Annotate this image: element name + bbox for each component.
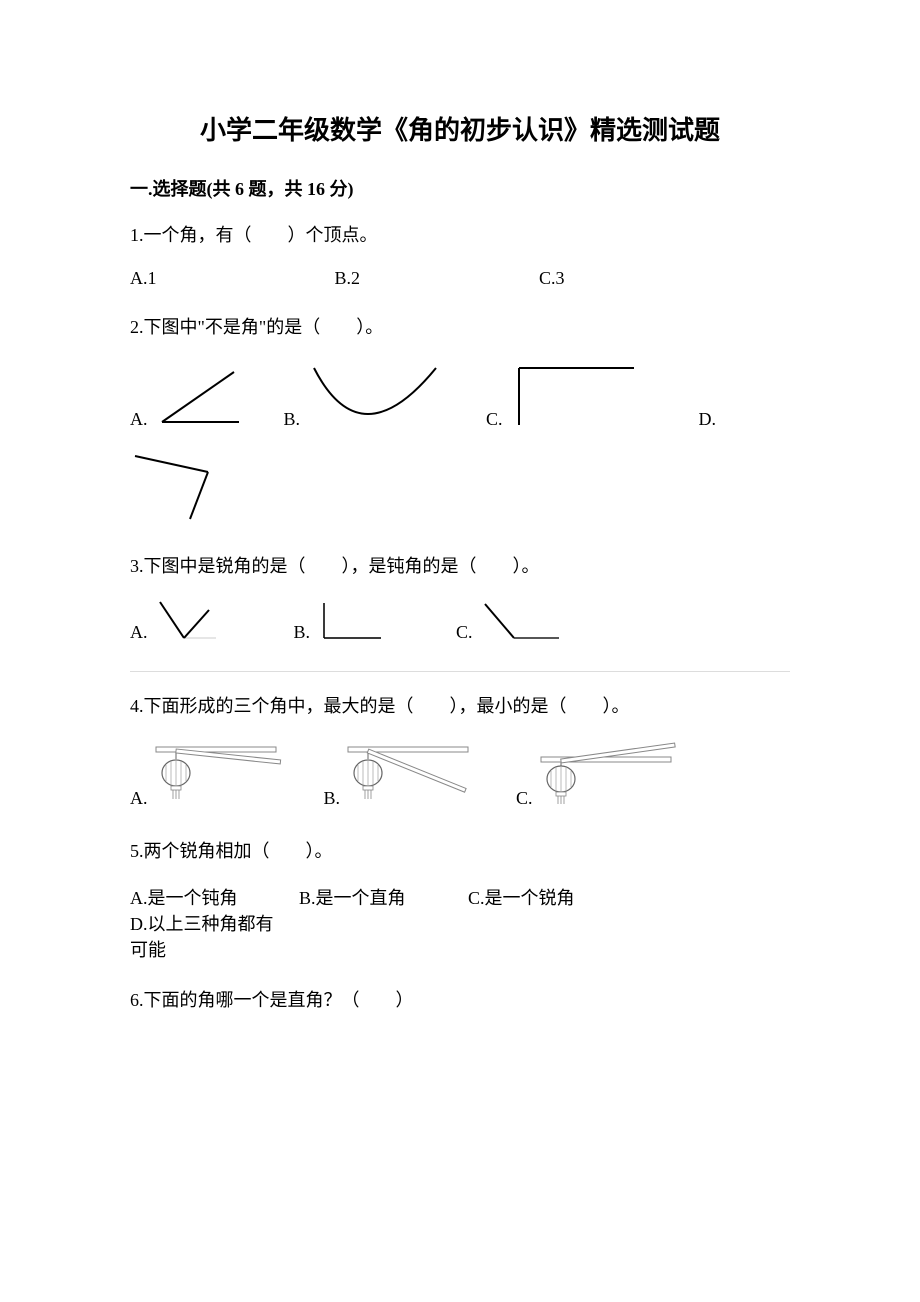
q2-figB: B. <box>284 360 447 430</box>
q2-figC: C. <box>486 360 639 430</box>
acute-angle-small-icon <box>154 598 224 643</box>
page: 小学二年级数学《角的初步认识》精选测试题 一.选择题(共 6 题，共 16 分)… <box>0 0 920 1302</box>
q1-options: A.1 B.2 C.3 <box>130 268 790 289</box>
q3-figures: A. B. C. <box>130 598 790 643</box>
right-angle-small-icon <box>316 598 386 643</box>
q1-text: 1.一个角，有（ ）个顶点。 <box>130 221 790 250</box>
q5-optD: D.以上三种角都有可能 <box>130 910 290 962</box>
q2-labA: A. <box>130 409 148 430</box>
q1-optA: A.1 <box>130 268 330 289</box>
q4-labA: A. <box>130 788 148 809</box>
page-title: 小学二年级数学《角的初步认识》精选测试题 <box>130 110 790 147</box>
q4-figures: A. B. <box>130 739 790 809</box>
q4-figA: A. <box>130 739 284 809</box>
q1-optC: C.3 <box>539 268 565 289</box>
obtuse-angle-icon <box>130 444 230 524</box>
q2-labC: C. <box>486 409 503 430</box>
q2-labB: B. <box>284 409 301 430</box>
q2-figD <box>130 444 230 524</box>
q5-optA: A.是一个钝角 <box>130 884 295 910</box>
q4-text: 4.下面形成的三个角中，最大的是（ ），最小的是（ ）。 <box>130 692 790 721</box>
q3-labC: C. <box>456 622 473 643</box>
q5-text: 5.两个锐角相加（ ）。 <box>130 837 790 866</box>
obtuse-angle-small-icon <box>479 598 564 643</box>
q6-text: 6.下面的角哪一个是直角？（ ） <box>130 986 790 1015</box>
lantern-angle-a-icon <box>154 739 284 809</box>
q3-labB: B. <box>294 622 311 643</box>
q4-labB: B. <box>324 788 341 809</box>
q2-labD: D. <box>699 409 717 430</box>
section-1-header: 一.选择题(共 6 题，共 16 分) <box>130 175 790 201</box>
q5-optC: C.是一个锐角 <box>468 884 633 910</box>
lantern-angle-c-icon <box>539 739 679 809</box>
q4-figB: B. <box>324 739 477 809</box>
curve-shape-icon <box>306 360 446 430</box>
q2-figA: A. <box>130 360 244 430</box>
q2-figD-label: D. <box>699 409 723 430</box>
q2-figures: A. B. C. D. <box>130 360 790 524</box>
q3-labA: A. <box>130 622 148 643</box>
q5-optB: B.是一个直角 <box>299 884 464 910</box>
q2-text: 2.下图中"不是角"的是（ ）。 <box>130 313 790 342</box>
q5-options: A.是一个钝角 B.是一个直角 C.是一个锐角 D.以上三种角都有可能 <box>130 884 790 962</box>
q3-text: 3.下图中是锐角的是（ ），是钝角的是（ ）。 <box>130 552 790 581</box>
q4-figC: C. <box>516 739 679 809</box>
q3-figB: B. <box>294 598 387 643</box>
right-angle-icon <box>509 360 639 430</box>
divider-line <box>130 671 790 672</box>
angle-acute-icon <box>154 360 244 430</box>
q4-labC: C. <box>516 788 533 809</box>
q3-figA: A. <box>130 598 224 643</box>
q3-figC: C. <box>456 598 564 643</box>
lantern-angle-b-icon <box>346 739 476 809</box>
q1-optB: B.2 <box>335 268 535 289</box>
